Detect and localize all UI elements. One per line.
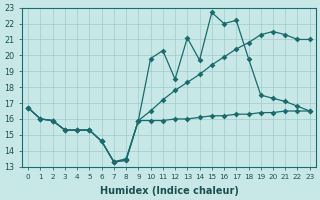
X-axis label: Humidex (Indice chaleur): Humidex (Indice chaleur) — [100, 186, 238, 196]
